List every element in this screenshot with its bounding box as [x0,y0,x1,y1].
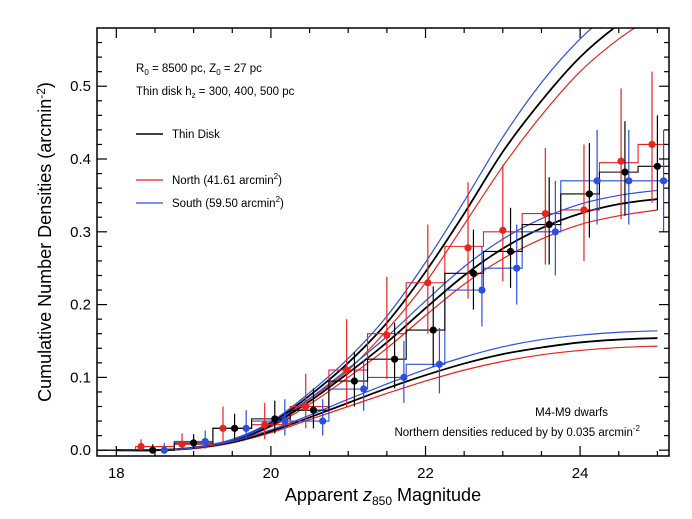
data-point-south-8 [478,286,486,294]
plot-frame [96,27,670,457]
data-point-combined-10 [545,220,553,229]
step-histogram-combined [97,165,669,451]
x-tick-label-1: 20 [263,465,280,482]
data-point-combined-6 [390,355,399,363]
data-point-north-7 [424,279,432,287]
markers-layer [137,140,668,454]
params-line-2: Thin disk hz = 300, 400, 500 pc [136,86,295,100]
data-point-north-6 [383,331,391,339]
data-point-north-5 [343,366,351,374]
data-point-combined-2 [230,424,239,432]
data-point-combined-4 [309,406,318,414]
data-point-south-9 [513,264,521,272]
y-axis-label: Cumulative Number Densities (arcmin-2) [34,82,55,402]
data-point-south-1 [201,437,209,446]
data-point-combined-11 [585,190,593,198]
y-tick-label-1: 0.1 [70,369,91,386]
data-point-north-1 [178,440,186,448]
data-point-north-2 [219,424,227,432]
data-point-combined-12 [621,168,629,176]
y-tick-label-3: 0.3 [70,224,91,241]
data-point-south-13 [659,177,668,185]
ticks-layer: 18 20 22 24 0.0 0.1 0.2 0.3 0.4 0.5 [70,28,669,482]
data-point-north-4 [302,402,310,411]
data-point-combined-1 [190,439,198,447]
data-point-south-7 [435,360,444,368]
data-point-combined-13 [653,162,662,170]
data-point-south-12 [625,177,633,185]
data-point-north-10 [541,210,549,218]
data-point-south-5 [360,385,368,393]
y-tick-label-4: 0.4 [70,151,91,168]
x-tick-label-0: 18 [108,465,125,482]
data-point-combined-7 [429,326,437,334]
data-point-north-12 [617,157,625,165]
x-tick-label-2: 22 [417,465,434,482]
y-tick-label-5: 0.5 [70,78,91,95]
data-point-south-6 [400,373,408,381]
data-point-south-11 [593,177,601,185]
data-point-combined-8 [469,269,478,277]
legend-label-north: North (41.61 arcmin2) [172,172,282,187]
y-tick-label-2: 0.2 [70,297,91,314]
data-point-north-0 [137,442,145,451]
params-line-1: R0 = 8500 pc, Z0 = 27 pc [136,63,262,77]
data-point-south-0 [160,446,168,454]
legend-label-thin-disk: Thin Disk [172,129,220,141]
data-point-south-3 [281,417,289,425]
x-axis-label: Apparent z850 Magnitude [285,485,481,508]
sample-label: M4-M9 dwarfs [535,407,608,419]
data-point-south-2 [242,424,250,432]
legend-label-south: South (59.50 arcmin2) [172,195,284,210]
model-curve-0 [116,28,636,451]
data-point-north-13 [648,140,656,149]
data-point-combined-5 [350,377,358,385]
x-tick-label-3: 24 [572,465,589,482]
legend: Thin Disk North (41.61 arcmin2) South (5… [136,129,284,210]
data-point-north-3 [261,421,269,429]
y-tick-label-0: 0.0 [70,442,91,459]
data-point-south-4 [319,417,327,425]
data-point-north-8 [464,244,472,252]
data-point-south-10 [551,228,559,236]
data-point-north-11 [580,206,588,214]
data-point-north-9 [499,226,507,234]
data-point-combined-9 [506,247,515,256]
density-note: Northern densities reduced by by 0.035 a… [394,424,640,439]
data-point-combined-3 [271,415,279,423]
